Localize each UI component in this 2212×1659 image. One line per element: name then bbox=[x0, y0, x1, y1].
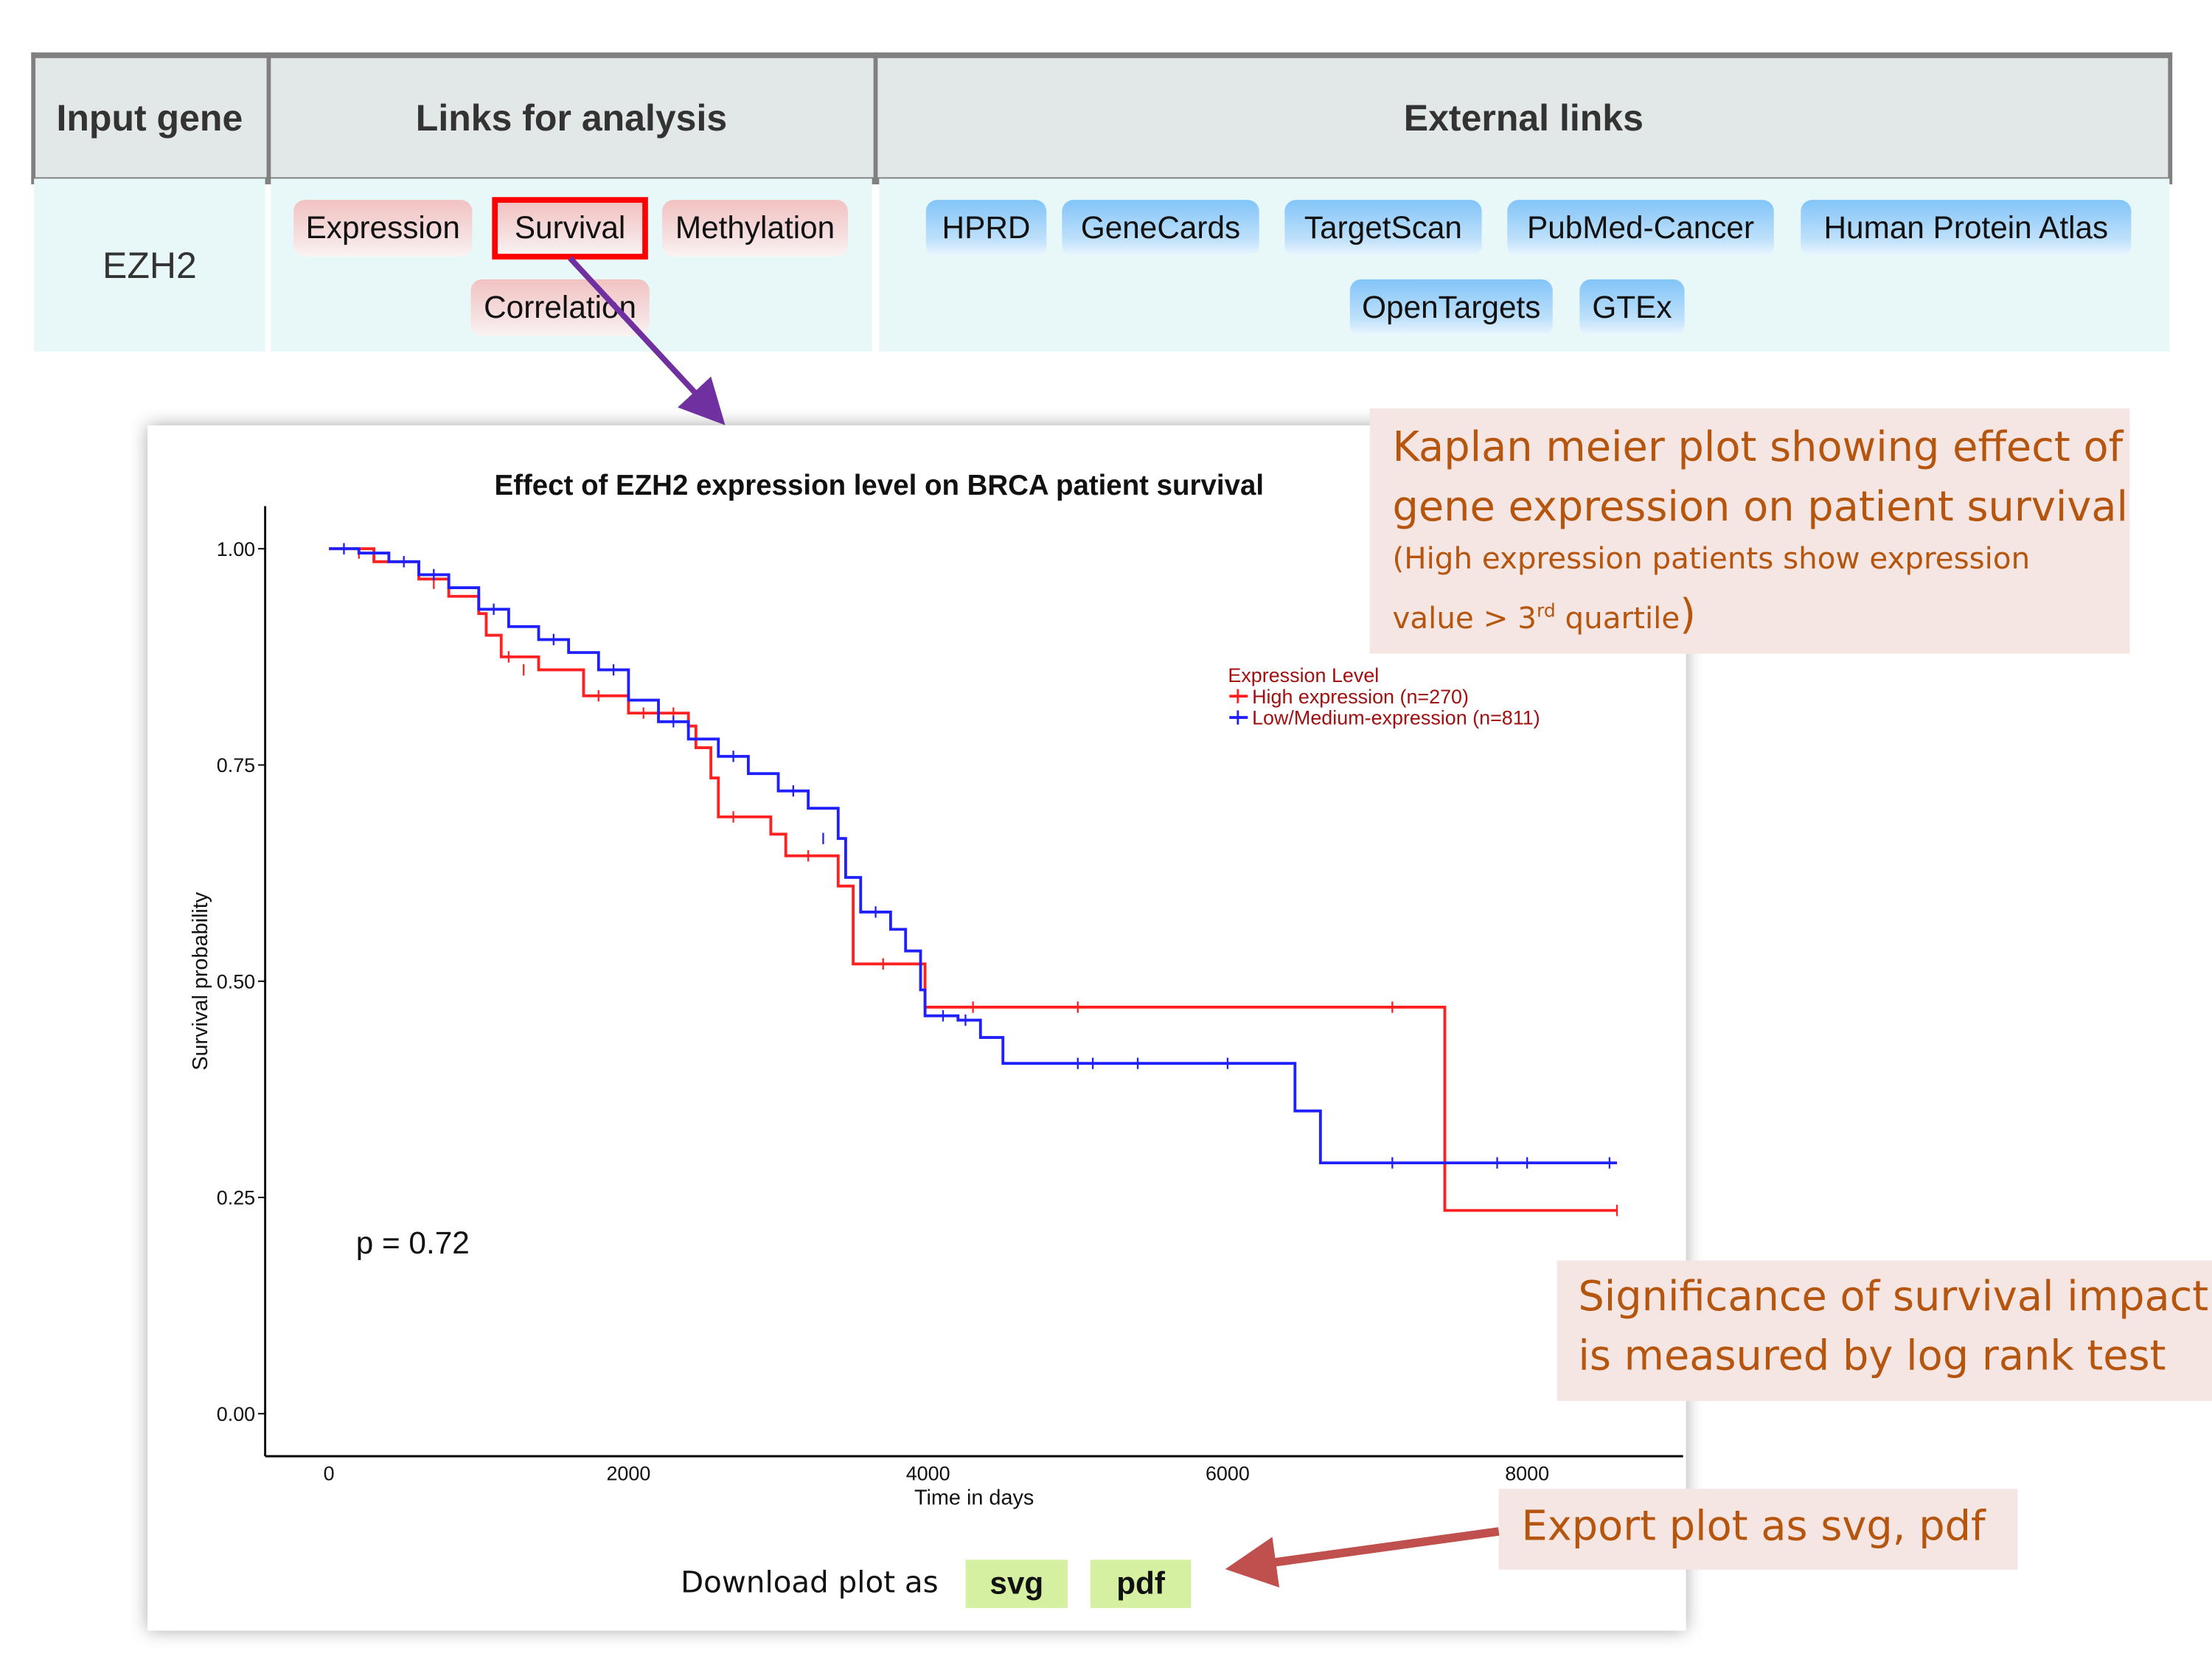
divider bbox=[873, 52, 878, 179]
methylation-link[interactable]: Methylation bbox=[662, 200, 849, 257]
x-tick-label: 6000 bbox=[1206, 1463, 1250, 1485]
x-axis-label: Time in days bbox=[914, 1486, 1034, 1509]
km-note-line2: gene expression on patient survival bbox=[1392, 481, 2129, 531]
header-input-gene: Input gene bbox=[31, 52, 268, 185]
gene-cell: EZH2 bbox=[34, 178, 265, 352]
expression-link[interactable]: Expression bbox=[293, 200, 473, 257]
download-svg-button[interactable]: svg bbox=[965, 1559, 1068, 1608]
genecards-link[interactable]: GeneCards bbox=[1062, 200, 1259, 257]
x-tick-label: 4000 bbox=[906, 1463, 950, 1485]
export-note: Export plot as svg, pdf bbox=[1498, 1489, 2018, 1570]
export-note-text: Export plot as svg, pdf bbox=[1521, 1501, 1986, 1550]
km-note-line3: (High expression patients show expressio… bbox=[1392, 541, 2031, 576]
survival-link[interactable]: Survival bbox=[492, 197, 648, 260]
km-note-paren: ) bbox=[1680, 590, 1697, 639]
download-pdf-button[interactable]: pdf bbox=[1090, 1559, 1192, 1608]
km-note-sup: rd bbox=[1536, 601, 1556, 623]
y-tick-label: 0.50 bbox=[217, 970, 255, 992]
divider bbox=[2168, 52, 2173, 179]
km-note-line1: Kaplan meier plot showing effect of bbox=[1392, 422, 2124, 471]
divider bbox=[31, 52, 36, 179]
human-protein-atlas-link[interactable]: Human Protein Atlas bbox=[1801, 200, 2132, 257]
y-tick-label: 0.75 bbox=[217, 754, 255, 776]
x-tick-label: 2000 bbox=[606, 1463, 650, 1485]
header-external-links: External links bbox=[874, 52, 2173, 185]
x-tick-label: 0 bbox=[324, 1463, 335, 1485]
legend-high: High expression (n=270) bbox=[1252, 686, 1469, 708]
sig-note-line2: is measured by log rank test bbox=[1578, 1331, 2166, 1380]
opentargets-link[interactable]: OpenTargets bbox=[1349, 279, 1553, 336]
y-tick-label: 0.00 bbox=[217, 1403, 255, 1425]
hprd-link[interactable]: HPRD bbox=[925, 200, 1047, 257]
download-label: Download plot as bbox=[681, 1565, 939, 1600]
y-tick-label: 0.25 bbox=[217, 1187, 255, 1209]
km-note: Kaplan meier plot showing effect of gene… bbox=[1369, 408, 2130, 654]
chart-title: Effect of EZH2 expression level on BRCA … bbox=[495, 470, 1265, 501]
legend-title: Expression Level bbox=[1228, 664, 1379, 686]
y-axis-label: Survival probability bbox=[189, 891, 212, 1071]
targetscan-link[interactable]: TargetScan bbox=[1284, 200, 1482, 257]
km-note-line4: value > 3rd quartile) bbox=[1392, 590, 1696, 638]
low-expression-curve bbox=[329, 547, 1618, 1165]
high-expression-curve bbox=[329, 547, 1618, 1212]
km-note-value: value > 3 bbox=[1392, 601, 1537, 636]
gtex-link[interactable]: GTEx bbox=[1579, 279, 1685, 336]
legend-low: Low/Medium-expression (n=811) bbox=[1252, 707, 1540, 729]
significance-note: Significance of survival impact is measu… bbox=[1557, 1260, 2212, 1402]
pubmed-cancer-link[interactable]: PubMed-Cancer bbox=[1507, 200, 1774, 257]
sig-note-line1: Significance of survival impact bbox=[1578, 1272, 2209, 1321]
km-note-quartile: quartile bbox=[1555, 601, 1680, 636]
y-tick-label: 1.00 bbox=[217, 538, 255, 560]
x-tick-label: 8000 bbox=[1505, 1463, 1549, 1485]
divider bbox=[266, 52, 271, 179]
p-value: p = 0.72 bbox=[356, 1225, 470, 1260]
